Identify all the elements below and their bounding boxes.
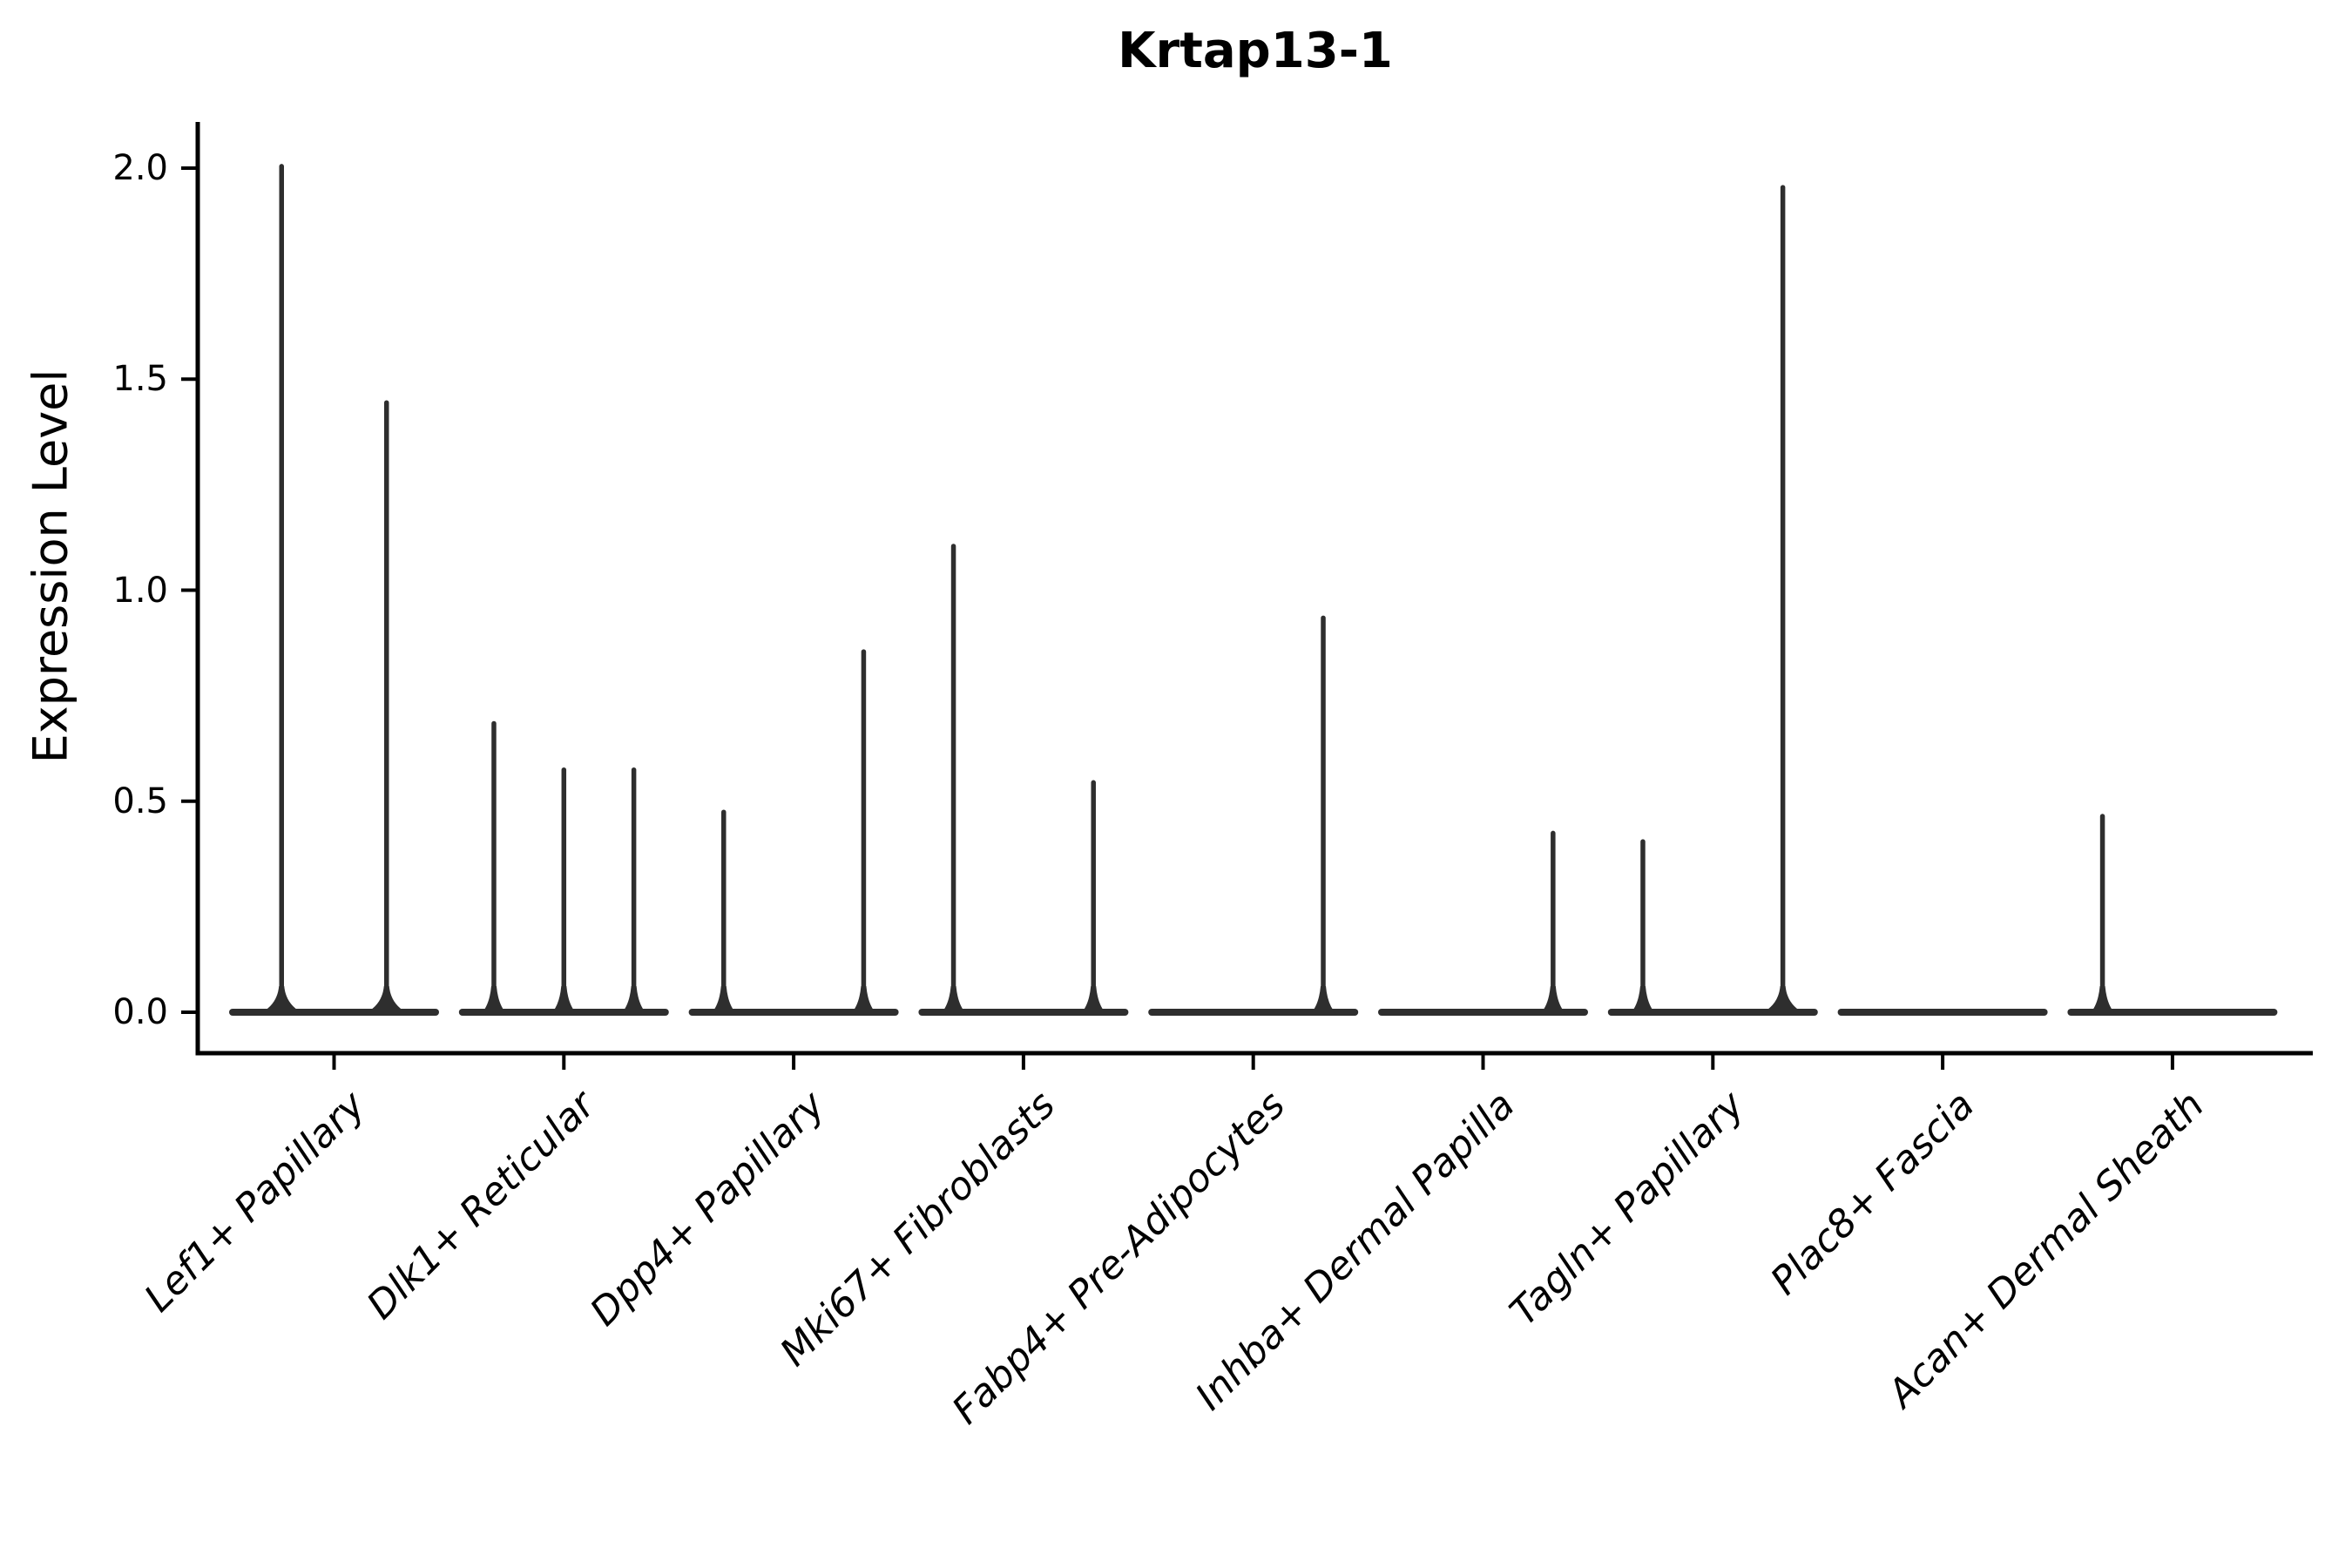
violin-spike — [561, 767, 567, 1016]
violin-spike — [950, 544, 956, 1016]
violin-baseline — [1148, 1009, 1359, 1016]
y-tick-label: 0.5 — [112, 781, 168, 821]
violin-spike — [631, 767, 637, 1016]
violin-spike — [1551, 830, 1556, 1016]
violin-baseline — [918, 1009, 1129, 1016]
violin-spike — [491, 720, 497, 1016]
y-tick-label: 0.0 — [112, 992, 168, 1032]
violin-baseline — [2067, 1009, 2278, 1016]
violin-spike — [1780, 185, 1786, 1016]
chart-title: Krtap13-1 — [1118, 23, 1393, 79]
violin-spike — [861, 649, 867, 1016]
y-tick-label: 2.0 — [112, 148, 168, 188]
violin-spike — [384, 400, 389, 1017]
violin-spike — [279, 164, 284, 1016]
violin-baseline — [1837, 1009, 2048, 1016]
y-tick-label: 1.0 — [112, 570, 168, 611]
y-tick-label: 1.5 — [112, 359, 168, 400]
violin-baseline — [688, 1009, 899, 1016]
violin-spike — [721, 809, 727, 1016]
violin-baseline — [229, 1009, 439, 1016]
violin-spike — [1321, 615, 1326, 1016]
violin-spike — [2099, 814, 2105, 1016]
violin-spike — [1091, 780, 1096, 1016]
violin-baseline — [1378, 1009, 1588, 1016]
violin-spike — [1640, 839, 1646, 1016]
